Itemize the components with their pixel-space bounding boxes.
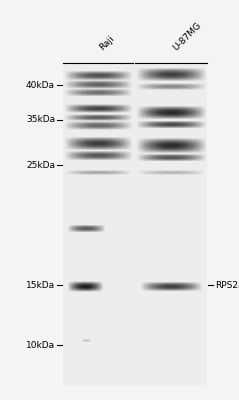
- Text: Raji: Raji: [98, 34, 116, 52]
- Text: 35kDa: 35kDa: [26, 116, 55, 124]
- Text: RPS23: RPS23: [215, 280, 239, 290]
- Text: 15kDa: 15kDa: [26, 280, 55, 290]
- Text: 10kDa: 10kDa: [26, 340, 55, 350]
- Text: U-87MG: U-87MG: [171, 20, 203, 52]
- Text: 25kDa: 25kDa: [26, 160, 55, 170]
- Text: 40kDa: 40kDa: [26, 80, 55, 90]
